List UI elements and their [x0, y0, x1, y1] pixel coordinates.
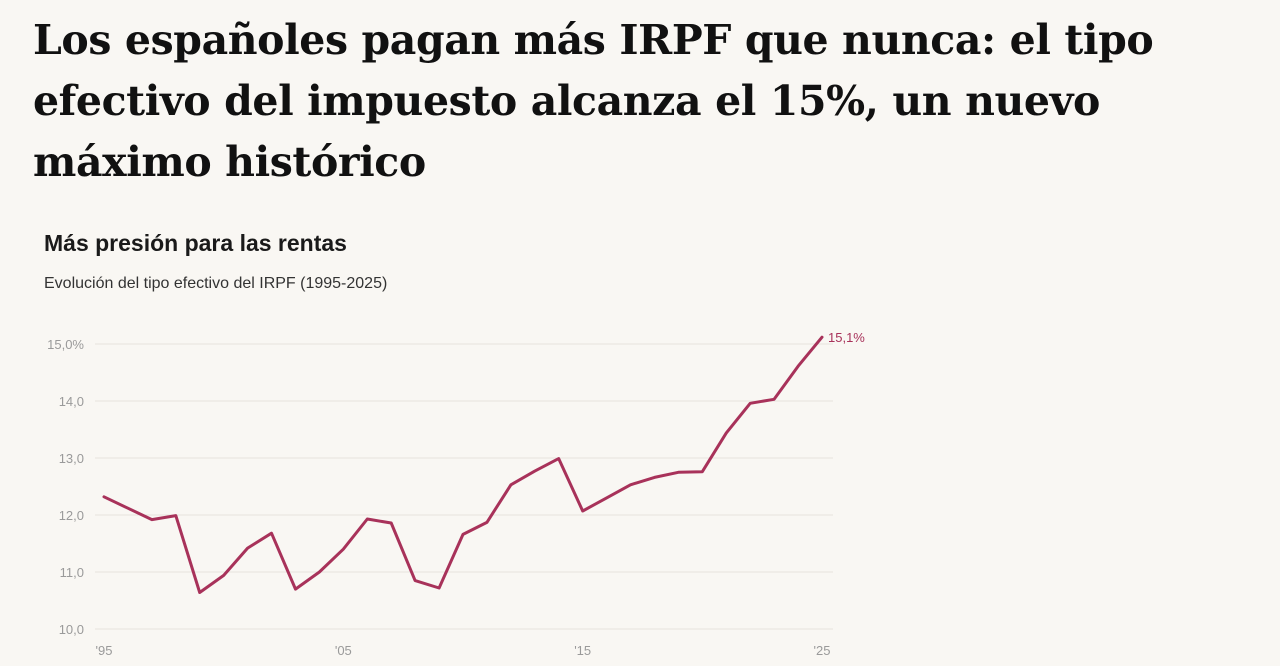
- data-point: [604, 495, 609, 500]
- data-point: [221, 573, 226, 578]
- data-point: [269, 531, 274, 536]
- chart-title: Más presión para las rentas: [44, 230, 347, 256]
- data-point: [341, 547, 346, 552]
- y-tick-label: 13,0: [59, 451, 84, 466]
- data-point: [748, 401, 753, 406]
- line-chart: 10,0 11,0 12,0 13,0 14,0 15,0% '95 '05 '15 '25 1…: [47, 330, 865, 658]
- data-point: [317, 570, 322, 575]
- data-point: [796, 364, 801, 369]
- x-tick-label: '15: [574, 643, 591, 658]
- x-tick-label: '95: [96, 643, 113, 658]
- data-point: [676, 470, 681, 475]
- data-point: [532, 469, 537, 474]
- headline: Los españoles pagan más IRPF que nunca: …: [33, 16, 1154, 186]
- series-line: [102, 335, 824, 594]
- data-point: [173, 513, 178, 518]
- data-point: [389, 520, 394, 525]
- data-point: [461, 532, 466, 537]
- series: [102, 335, 825, 595]
- y-tick-label: 11,0: [60, 565, 84, 580]
- data-point: [724, 430, 729, 435]
- x-tick-label: '25: [814, 643, 831, 658]
- y-tick-label: 14,0: [59, 394, 84, 409]
- data-point: [508, 482, 513, 487]
- y-tick-label: 12,0: [59, 508, 84, 523]
- data-point: [772, 397, 777, 402]
- data-point: [293, 587, 298, 592]
- x-tick-label: '05: [335, 643, 352, 658]
- annotations: 15,1%: [828, 330, 865, 345]
- data-point: [628, 482, 633, 487]
- y-axis-ticks: 10,0 11,0 12,0 13,0 14,0 15,0%: [47, 337, 84, 637]
- data-point: [149, 517, 154, 522]
- data-point: [437, 585, 442, 590]
- data-point: [197, 590, 202, 595]
- x-axis-ticks: '95 '05 '15 '25: [96, 643, 831, 658]
- data-point: [580, 509, 585, 514]
- data-point: [413, 578, 418, 583]
- data-point: [652, 475, 657, 480]
- data-point: [556, 456, 561, 461]
- y-tick-label: 10,0: [59, 622, 84, 637]
- y-tick-label: 15,0%: [47, 337, 84, 352]
- gridlines: [95, 343, 833, 630]
- data-point: [365, 516, 370, 521]
- data-point: [484, 520, 489, 525]
- end-value-label: 15,1%: [828, 330, 865, 345]
- data-point: [125, 506, 130, 511]
- chart-subtitle: Evolución del tipo efectivo del IRPF (19…: [44, 275, 388, 292]
- data-point: [700, 469, 705, 474]
- data-point: [245, 546, 250, 551]
- data-point: [820, 335, 825, 340]
- data-point: [102, 494, 107, 499]
